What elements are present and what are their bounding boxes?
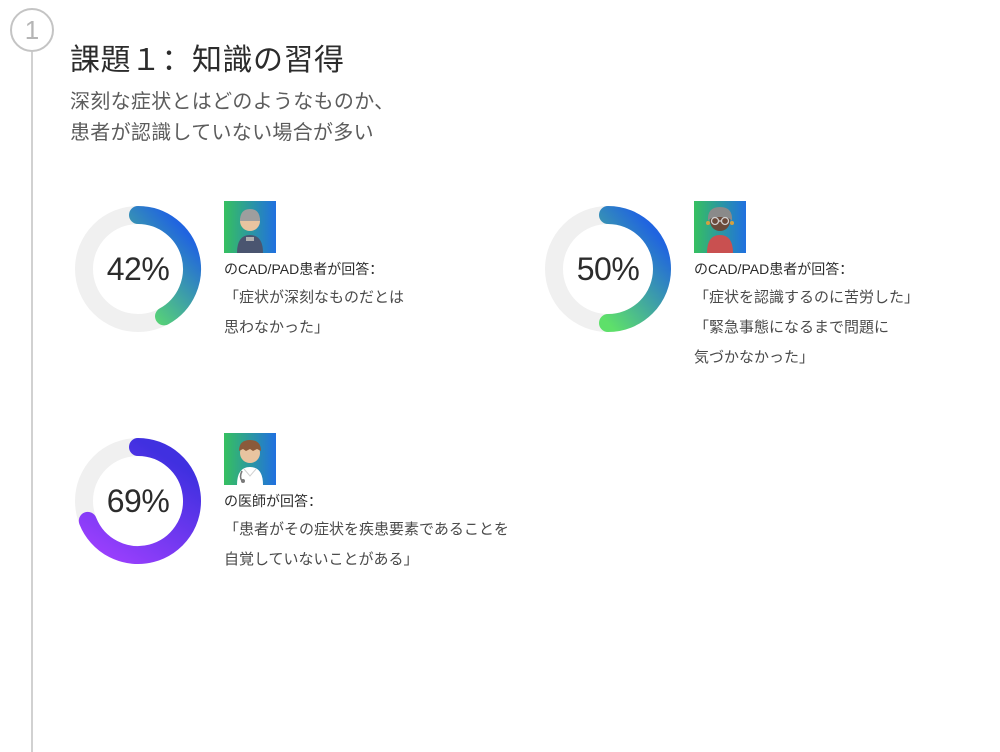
quote-line: 気づかなかった」 [694, 349, 814, 366]
stat-quote: 「症状を認識するのに苦労した」「緊急事態になるまで問題に気づかなかった」 [694, 283, 994, 373]
stat-quote: 「患者がその症状を疾患要素であることを自覚していないことがある」 [224, 515, 624, 575]
donut-percent-label: 50% [540, 201, 676, 337]
stat-lead: のCAD/PAD患者が回答： [694, 259, 1000, 279]
stat-quote: 「症状が深刻なものだとは思わなかった」 [224, 283, 524, 343]
stat-text: のCAD/PAD患者が回答： 「症状が深刻なものだとは思わなかった」 [224, 201, 530, 343]
avatar-icon [694, 201, 746, 253]
content-area: 課題１：知識の習得 深刻な症状とはどのようなものか、 患者が認識していない場合が… [70, 35, 1000, 575]
donut-chart: 69% [70, 433, 206, 569]
stat-item: 50% のCAD/PAD患者が回答： 「症状を認識するのに苦労し [540, 201, 1000, 373]
donut-percent-label: 69% [70, 433, 206, 569]
section-subtitle: 深刻な症状とはどのようなものか、 患者が認識していない場合が多い [70, 87, 1000, 149]
section-title: 課題１：知識の習得 [70, 35, 1000, 79]
quote-line: 「症状を認識するのに苦労した」 [694, 289, 919, 306]
subtitle-line-1: 深刻な症状とはどのようなものか、 [70, 91, 394, 113]
stat-text: の医師が回答： 「患者がその症状を疾患要素であることを自覚していないことがある」 [224, 433, 1000, 575]
subtitle-line-2: 患者が認識していない場合が多い [70, 122, 374, 144]
quote-line: 「患者がその症状を疾患要素であることを [224, 521, 509, 538]
section-number-badge: 1 [10, 8, 54, 52]
avatar-svg [694, 201, 746, 253]
quote-line: 「緊急事態になるまで問題に [694, 319, 889, 336]
quote-line: 「症状が深刻なものだとは [224, 289, 404, 306]
avatar-svg [224, 201, 276, 253]
stat-item: 69% の医師が回答： 「患者がその症状を疾患要素であることを自覚していないこと… [70, 433, 1000, 575]
stats-grid: 42% のCAD/PAD患者が回答： 「症状が深刻なものだとは思わなかった」 [70, 201, 1000, 575]
stat-item: 42% のCAD/PAD患者が回答： 「症状が深刻なものだとは思わなかった」 [70, 201, 530, 373]
avatar-icon [224, 433, 276, 485]
stat-text: のCAD/PAD患者が回答： 「症状を認識するのに苦労した」「緊急事態になるまで… [694, 201, 1000, 373]
donut-percent-label: 42% [70, 201, 206, 337]
quote-line: 思わなかった」 [224, 319, 329, 336]
stat-lead: の医師が回答： [224, 491, 1000, 511]
donut-chart: 50% [540, 201, 676, 337]
quote-line: 自覚していないことがある」 [224, 551, 419, 568]
stat-lead: のCAD/PAD患者が回答： [224, 259, 530, 279]
section-number: 1 [25, 15, 39, 46]
donut-chart: 42% [70, 201, 206, 337]
avatar-svg [224, 433, 276, 485]
avatar-icon [224, 201, 276, 253]
timeline-vertical-line [31, 52, 33, 752]
